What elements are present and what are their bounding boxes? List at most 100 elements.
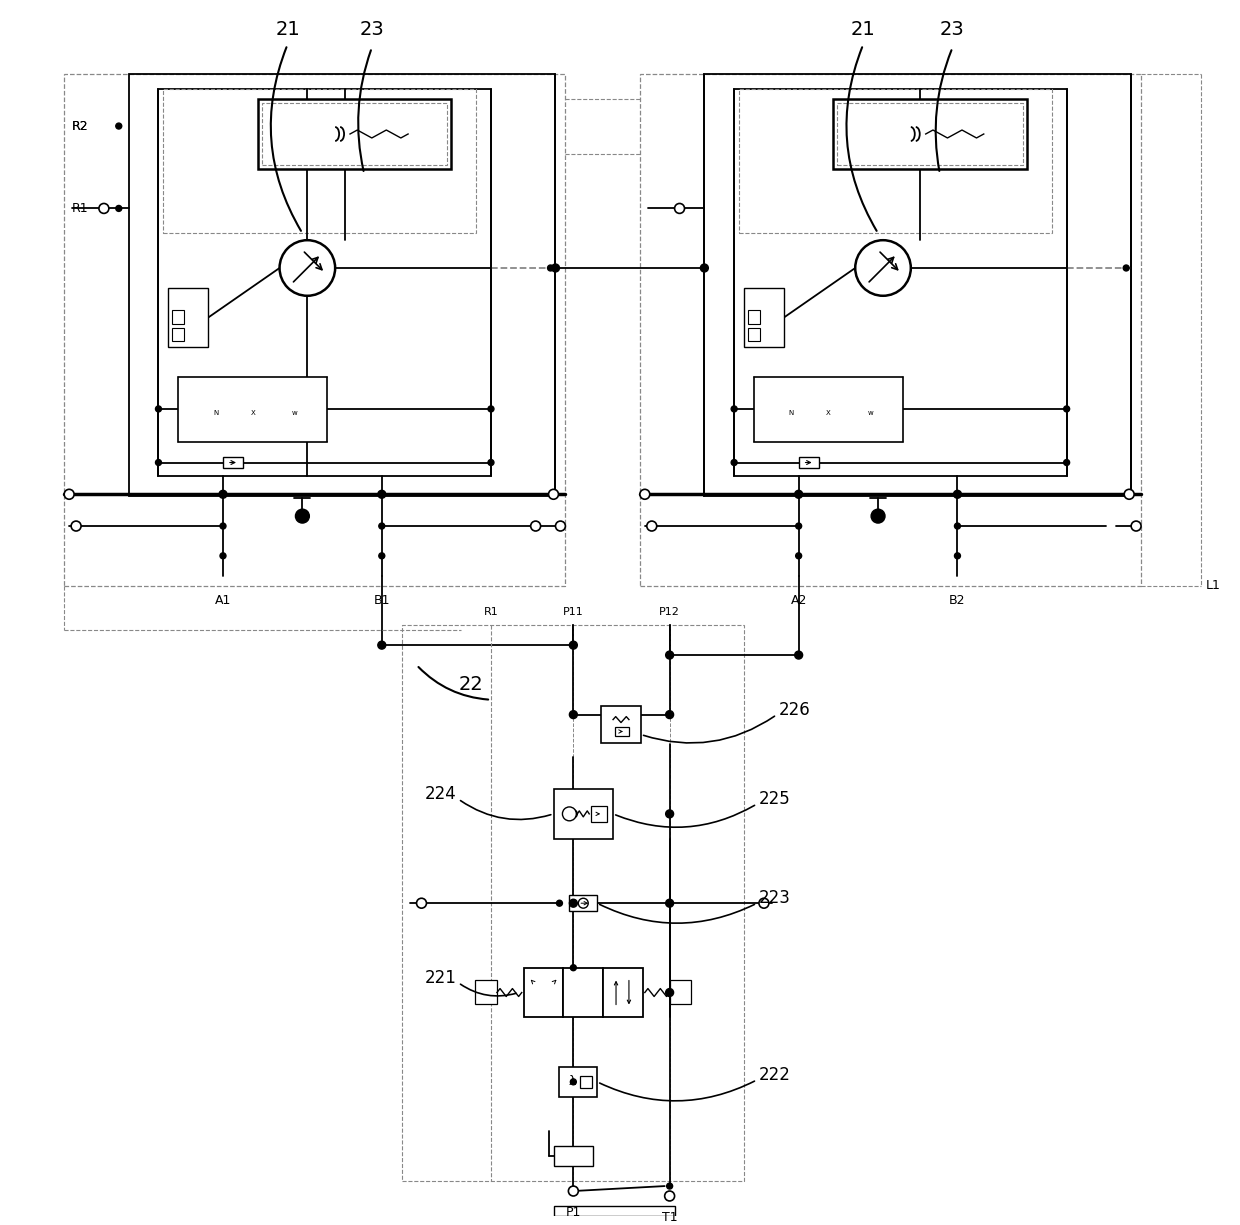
- Bar: [475, 980, 497, 1004]
- Text: T1: T1: [662, 1210, 677, 1224]
- Text: λ: λ: [569, 1076, 577, 1088]
- Text: P1: P1: [565, 1205, 582, 1219]
- Text: 21: 21: [851, 21, 875, 39]
- Bar: [553, 1147, 593, 1166]
- Circle shape: [115, 206, 122, 212]
- Bar: [164, 89, 476, 233]
- Text: 22: 22: [459, 675, 484, 695]
- Bar: [640, 75, 1141, 586]
- Circle shape: [796, 552, 801, 559]
- Circle shape: [954, 490, 961, 499]
- Circle shape: [219, 490, 227, 499]
- Circle shape: [796, 523, 801, 529]
- Circle shape: [578, 898, 588, 908]
- Circle shape: [378, 523, 384, 529]
- Bar: [569, 895, 598, 911]
- Circle shape: [568, 1186, 578, 1196]
- Text: N: N: [213, 409, 218, 415]
- Bar: [258, 99, 451, 169]
- Circle shape: [563, 807, 577, 821]
- Circle shape: [64, 489, 74, 500]
- Circle shape: [569, 641, 578, 649]
- Bar: [402, 625, 744, 1181]
- Circle shape: [666, 899, 673, 908]
- Circle shape: [71, 521, 81, 530]
- Bar: [754, 377, 903, 442]
- Circle shape: [531, 521, 541, 530]
- Circle shape: [732, 405, 737, 412]
- Text: P11: P11: [563, 608, 584, 617]
- Circle shape: [569, 899, 578, 908]
- Circle shape: [557, 900, 563, 906]
- Text: R1: R1: [72, 202, 89, 214]
- Circle shape: [489, 405, 494, 412]
- Bar: [734, 89, 1066, 477]
- Circle shape: [856, 240, 911, 295]
- Circle shape: [548, 265, 553, 271]
- Bar: [580, 1076, 593, 1088]
- Circle shape: [665, 1191, 675, 1200]
- Circle shape: [666, 710, 673, 719]
- Circle shape: [295, 510, 309, 523]
- Text: 225: 225: [759, 790, 791, 808]
- Text: B1: B1: [373, 594, 391, 606]
- Bar: [172, 327, 185, 342]
- Bar: [172, 310, 185, 323]
- Circle shape: [556, 521, 565, 530]
- Circle shape: [115, 122, 122, 129]
- Text: P12: P12: [660, 608, 680, 617]
- Circle shape: [378, 552, 384, 559]
- Bar: [748, 310, 760, 323]
- Text: w: w: [867, 409, 873, 415]
- Text: 226: 226: [779, 701, 811, 719]
- Text: R2: R2: [72, 120, 89, 132]
- Circle shape: [732, 459, 737, 466]
- Bar: [601, 706, 641, 744]
- Text: 222: 222: [759, 1066, 791, 1084]
- Text: A2: A2: [790, 594, 807, 606]
- Circle shape: [1123, 265, 1130, 271]
- Text: L1: L1: [1205, 579, 1220, 592]
- Circle shape: [219, 523, 226, 529]
- Circle shape: [155, 459, 161, 466]
- Bar: [223, 457, 243, 468]
- Bar: [179, 377, 327, 442]
- Bar: [169, 288, 208, 348]
- Text: R1: R1: [484, 608, 498, 617]
- Bar: [591, 806, 608, 822]
- Circle shape: [219, 552, 226, 559]
- Circle shape: [1125, 489, 1135, 500]
- Circle shape: [640, 489, 650, 500]
- Circle shape: [548, 489, 558, 500]
- Bar: [553, 1205, 675, 1216]
- Bar: [553, 789, 613, 839]
- Circle shape: [570, 1079, 577, 1085]
- Circle shape: [667, 1183, 672, 1189]
- Bar: [262, 103, 448, 164]
- Text: 224: 224: [424, 785, 456, 804]
- Bar: [563, 968, 603, 1017]
- Circle shape: [759, 898, 769, 908]
- Bar: [744, 288, 784, 348]
- Bar: [559, 1067, 598, 1096]
- Text: 23: 23: [360, 21, 384, 39]
- Circle shape: [552, 265, 559, 272]
- Text: 21: 21: [275, 21, 300, 39]
- Circle shape: [279, 240, 335, 295]
- Text: A1: A1: [215, 594, 231, 606]
- Bar: [615, 726, 629, 736]
- Circle shape: [155, 405, 161, 412]
- Bar: [603, 968, 642, 1017]
- Bar: [129, 75, 556, 496]
- Circle shape: [666, 652, 673, 659]
- Bar: [833, 99, 1027, 169]
- Bar: [523, 968, 563, 1017]
- Circle shape: [569, 710, 578, 719]
- Bar: [799, 457, 818, 468]
- Circle shape: [795, 652, 802, 659]
- Circle shape: [647, 521, 657, 530]
- Circle shape: [1131, 521, 1141, 530]
- Bar: [670, 980, 692, 1004]
- Circle shape: [666, 810, 673, 818]
- Circle shape: [872, 510, 885, 523]
